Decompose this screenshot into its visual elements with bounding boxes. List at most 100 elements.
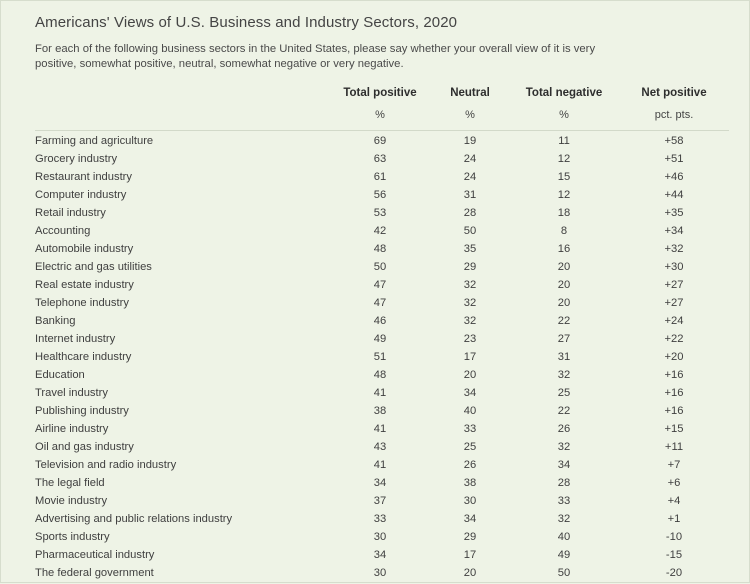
table-row: Restaurant industry 61 24 15 +46 — [1, 170, 750, 188]
net-positive-cell: +11 — [664, 441, 684, 453]
total-positive-cell: 37 — [373, 495, 387, 507]
table-row: Advertising and public relations industr… — [1, 512, 750, 530]
sector-label: The federal government — [35, 567, 154, 579]
total-negative-cell: 15 — [557, 171, 571, 183]
neutral-cell: 29 — [463, 261, 477, 273]
table-row: Computer industry 56 31 12 +44 — [1, 188, 750, 206]
sector-label: Real estate industry — [35, 279, 134, 291]
total-negative-cell: 34 — [557, 459, 571, 471]
total-negative-cell: 33 — [557, 495, 571, 507]
total-negative-cell: 8 — [560, 225, 568, 237]
total-positive-cell: 30 — [373, 567, 387, 579]
total-positive-cell: 49 — [373, 333, 387, 345]
total-negative-cell: 11 — [558, 135, 570, 147]
net-positive-cell: +7 — [667, 459, 681, 471]
total-positive-cell: 33 — [373, 513, 387, 525]
net-positive-cell: +34 — [664, 225, 684, 237]
net-positive-cell: +24 — [664, 315, 684, 327]
net-positive-cell: +15 — [664, 423, 684, 435]
net-positive-cell: +27 — [664, 279, 684, 291]
total-negative-cell: 26 — [557, 423, 571, 435]
sector-label: Airline industry — [35, 423, 109, 435]
total-negative-cell: 20 — [557, 297, 571, 309]
net-positive-cell: +1 — [667, 513, 681, 525]
net-positive-cell: -15 — [665, 549, 683, 561]
total-positive-cell: 50 — [373, 261, 387, 273]
total-negative-cell: 28 — [557, 477, 571, 489]
table-row: Sports industry 30 29 40 -10 — [1, 530, 750, 548]
sector-label: Restaurant industry — [35, 171, 133, 183]
header-divider — [35, 130, 729, 131]
total-positive-cell: 30 — [373, 531, 387, 543]
total-negative-cell: 40 — [557, 531, 571, 543]
net-positive-cell: +30 — [664, 261, 684, 273]
table-row: Electric and gas utilities 50 29 20 +30 — [1, 260, 750, 278]
table-row: Banking 46 32 22 +24 — [1, 314, 750, 332]
total-negative-cell: 16 — [557, 243, 571, 255]
sector-label: The legal field — [35, 477, 105, 489]
sector-label: Sports industry — [35, 531, 110, 543]
table-row: Farming and agriculture 69 19 11 +58 — [1, 134, 750, 152]
sector-label: Telephone industry — [35, 297, 129, 309]
sector-label: Automobile industry — [35, 243, 134, 255]
table-row: The legal field 34 38 28 +6 — [1, 476, 750, 494]
total-negative-cell: 31 — [557, 351, 571, 363]
neutral-cell: 29 — [463, 531, 477, 543]
table-row: Travel industry 41 34 25 +16 — [1, 386, 750, 404]
neutral-cell: 32 — [463, 279, 477, 291]
total-positive-cell: 47 — [373, 297, 387, 309]
total-negative-cell: 18 — [557, 207, 571, 219]
table-row: Retail industry 53 28 18 +35 — [1, 206, 750, 224]
table-header-row: Total positive Neutral Total negative Ne… — [1, 87, 750, 105]
net-positive-cell: +22 — [664, 333, 684, 345]
net-positive-cell: -20 — [665, 567, 683, 579]
total-negative-cell: 12 — [557, 189, 571, 201]
net-positive-cell: +46 — [664, 171, 684, 183]
table-unit-row: % % % pct. pts. — [1, 109, 750, 127]
total-positive-cell: 48 — [373, 369, 387, 381]
total-positive-cell: 43 — [373, 441, 387, 453]
total-negative-cell: 12 — [557, 153, 571, 165]
total-negative-cell: 32 — [557, 441, 571, 453]
table-row: Airline industry 41 33 26 +15 — [1, 422, 750, 440]
net-positive-cell: +27 — [664, 297, 684, 309]
total-positive-cell: 48 — [373, 243, 387, 255]
total-negative-cell: 50 — [557, 567, 571, 579]
neutral-cell: 38 — [463, 477, 477, 489]
total-positive-cell: 61 — [373, 171, 387, 183]
total-positive-cell: 41 — [373, 387, 387, 399]
total-positive-cell: 56 — [373, 189, 387, 201]
table-row: Education 48 20 32 +16 — [1, 368, 750, 386]
sector-label: Publishing industry — [35, 405, 129, 417]
neutral-cell: 33 — [463, 423, 477, 435]
neutral-cell: 26 — [463, 459, 477, 471]
neutral-cell: 30 — [463, 495, 477, 507]
neutral-cell: 34 — [463, 513, 477, 525]
neutral-cell: 23 — [463, 333, 477, 345]
table-row: Automobile industry 48 35 16 +32 — [1, 242, 750, 260]
sector-label: Electric and gas utilities — [35, 261, 152, 273]
net-positive-cell: +16 — [664, 405, 684, 417]
neutral-cell: 25 — [463, 441, 477, 453]
net-positive-cell: +51 — [664, 153, 684, 165]
sector-label: Internet industry — [35, 333, 116, 345]
total-negative-cell: 20 — [557, 261, 571, 273]
total-negative-cell: 20 — [557, 279, 571, 291]
table-row: Internet industry 49 23 27 +22 — [1, 332, 750, 350]
neutral-cell: 34 — [463, 387, 477, 399]
sector-label: Grocery industry — [35, 153, 118, 165]
neutral-cell: 24 — [463, 171, 477, 183]
sector-label: Travel industry — [35, 387, 108, 399]
table-row: The federal government 30 20 50 -20 — [1, 566, 750, 584]
neutral-cell: 31 — [463, 189, 477, 201]
sector-label: Oil and gas industry — [35, 441, 134, 453]
net-positive-cell: +32 — [664, 243, 684, 255]
total-positive-cell: 53 — [373, 207, 387, 219]
total-negative-cell: 27 — [557, 333, 571, 345]
total-negative-cell: 25 — [557, 387, 571, 399]
neutral-cell: 19 — [463, 135, 477, 147]
sector-label: Education — [35, 369, 85, 381]
table-row: Movie industry 37 30 33 +4 — [1, 494, 750, 512]
neutral-cell: 17 — [463, 549, 477, 561]
neutral-cell: 28 — [463, 207, 477, 219]
